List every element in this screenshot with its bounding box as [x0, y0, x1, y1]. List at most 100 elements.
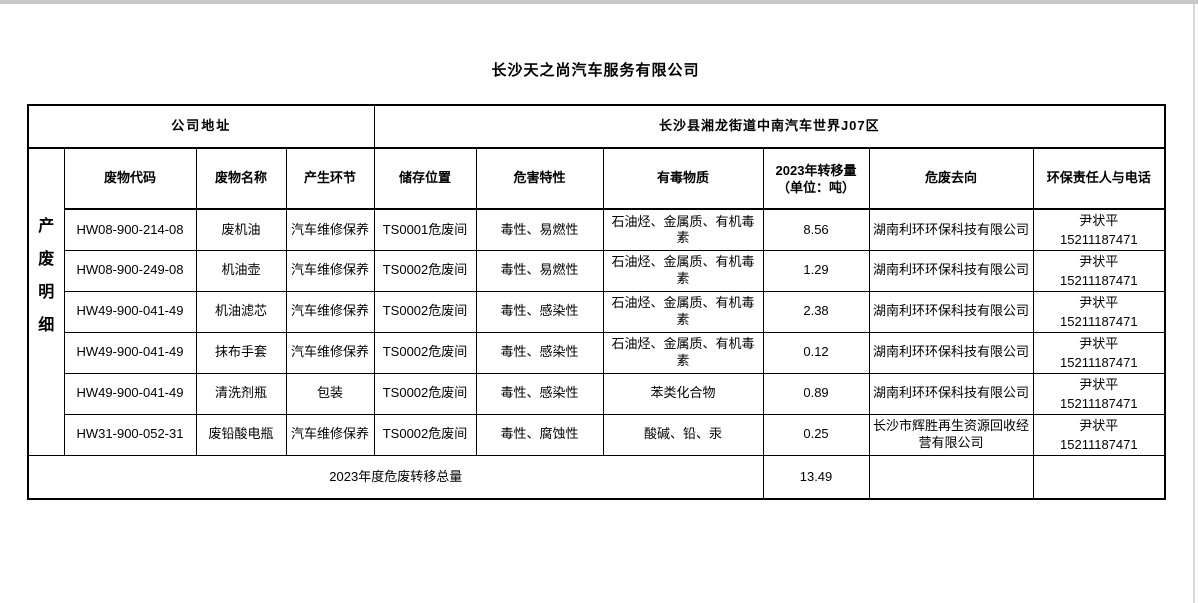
contact-name: 尹状平: [1079, 417, 1119, 433]
col-header-storage: 储存位置: [373, 147, 477, 210]
cell-toxins: 酸碱、铅、汞: [602, 413, 764, 456]
cell-contact: 尹状平 15211187471: [1032, 249, 1166, 292]
cell-storage: TS0002危废间: [373, 413, 477, 456]
cell-amount: 0.89: [762, 372, 870, 415]
cell-toxins: 石油烃、金属质、有机毒素: [602, 290, 764, 333]
total-row: 2023年度危废转移总量 13.49: [27, 454, 1166, 500]
col-header-destination: 危废去向: [868, 147, 1034, 210]
side-label-char: 明: [38, 283, 55, 301]
cell-waste-name: 机油滤芯: [195, 290, 287, 333]
contact-phone: 15211187471: [1060, 395, 1138, 411]
cell-amount: 0.12: [762, 331, 870, 374]
cell-waste-code: HW49-900-041-49: [63, 331, 197, 374]
cell-stage: 汽车维修保养: [285, 208, 375, 251]
cell-storage: TS0001危废间: [373, 208, 477, 251]
side-label-produce-waste-detail: 产 废 明 细: [27, 147, 65, 456]
table-row: HW49-900-041-49 清洗剂瓶 包装 TS0002危废间 毒性、感染性…: [28, 372, 1166, 415]
contact-name: 尹状平: [1079, 335, 1119, 351]
page-right-edge: [1193, 4, 1195, 603]
cell-destination: 湖南利环环保科技有限公司: [868, 331, 1034, 374]
contact-name: 尹状平: [1079, 212, 1119, 228]
contact-phone: 15211187471: [1060, 272, 1138, 288]
col-header-waste-code: 废物代码: [63, 147, 197, 210]
cell-amount: 2.38: [762, 290, 870, 333]
cell-storage: TS0002危废间: [373, 372, 477, 415]
cell-amount: 1.29: [762, 249, 870, 292]
transfer-amount-header-lines: 2023年转移量 （单位：吨）: [766, 162, 867, 196]
table-row: HW49-900-041-49 机油滤芯 汽车维修保养 TS0002危废间 毒性…: [28, 290, 1166, 333]
table-row: HW08-900-214-08 废机油 汽车维修保养 TS0001危废间 毒性、…: [28, 208, 1166, 251]
cell-storage: TS0002危废间: [373, 331, 477, 374]
side-label-char: 细: [38, 316, 55, 334]
company-address-value: 长沙县湘龙街道中南汽车世界J07区: [373, 104, 1166, 149]
cell-contact: 尹状平 15211187471: [1032, 290, 1166, 333]
contact-name: 尹状平: [1079, 294, 1119, 310]
cell-waste-code: HW49-900-041-49: [63, 372, 197, 415]
cell-destination: 湖南利环环保科技有限公司: [868, 208, 1034, 251]
cell-stage: 汽车维修保养: [285, 413, 375, 456]
cell-waste-name: 清洗剂瓶: [195, 372, 287, 415]
cell-stage: 包装: [285, 372, 375, 415]
total-empty-destination: [868, 454, 1034, 500]
side-label-char: 产: [38, 217, 55, 235]
cell-waste-code: HW08-900-249-08: [63, 249, 197, 292]
contact-phone: 15211187471: [1060, 313, 1138, 329]
cell-storage: TS0002危废间: [373, 249, 477, 292]
cell-toxins: 石油烃、金属质、有机毒素: [602, 331, 764, 374]
cell-waste-name: 抹布手套: [195, 331, 287, 374]
cell-hazard: 毒性、易燃性: [475, 249, 604, 292]
side-label-char: 废: [38, 250, 55, 268]
cell-destination: 湖南利环环保科技有限公司: [868, 372, 1034, 415]
cell-amount: 0.25: [762, 413, 870, 456]
cell-waste-code: HW49-900-041-49: [63, 290, 197, 333]
transfer-amount-header-line2: （单位：吨）: [777, 179, 856, 195]
company-address-label: 公司地址: [27, 104, 375, 149]
table-row: HW08-900-249-08 机油壶 汽车维修保养 TS0002危废间 毒性、…: [28, 249, 1166, 292]
total-amount: 13.49: [762, 454, 870, 500]
cell-waste-code: HW31-900-052-31: [63, 413, 197, 456]
col-header-transfer-amount: 2023年转移量 （单位：吨）: [762, 147, 870, 210]
cell-contact: 尹状平 15211187471: [1032, 372, 1166, 415]
cell-waste-name: 废铅酸电瓶: [195, 413, 287, 456]
table-row: HW49-900-041-49 抹布手套 汽车维修保养 TS0002危废间 毒性…: [28, 331, 1166, 374]
contact-name: 尹状平: [1079, 376, 1119, 392]
cell-waste-code: HW08-900-214-08: [63, 208, 197, 251]
cell-contact: 尹状平 15211187471: [1032, 208, 1166, 251]
cell-toxins: 苯类化合物: [602, 372, 764, 415]
cell-destination: 长沙市辉胜再生资源回收经营有限公司: [868, 413, 1034, 456]
cell-contact: 尹状平 15211187471: [1032, 331, 1166, 374]
cell-storage: TS0002危废间: [373, 290, 477, 333]
col-header-stage: 产生环节: [285, 147, 375, 210]
transfer-amount-header-line1: 2023年转移量: [775, 162, 857, 178]
column-header-row: 产 废 明 细 废物代码 废物名称 产生环节 储存位置 危害特性 有毒物质 20…: [27, 147, 1166, 456]
cell-destination: 湖南利环环保科技有限公司: [868, 290, 1034, 333]
hazardous-waste-table: 公司地址 长沙县湘龙街道中南汽车世界J07区 产 废 明 细 废物代码 废物名称…: [27, 104, 1167, 500]
table-row: HW31-900-052-31 废铅酸电瓶 汽车维修保养 TS0002危废间 毒…: [28, 413, 1166, 456]
cell-hazard: 毒性、感染性: [475, 331, 604, 374]
cell-stage: 汽车维修保养: [285, 331, 375, 374]
cell-destination: 湖南利环环保科技有限公司: [868, 249, 1034, 292]
window-top-edge: [0, 0, 1198, 4]
cell-waste-name: 机油壶: [195, 249, 287, 292]
cell-hazard: 毒性、感染性: [475, 290, 604, 333]
document-title: 长沙天之尚汽车服务有限公司: [491, 62, 700, 79]
cell-contact: 尹状平 15211187471: [1032, 413, 1166, 456]
col-header-waste-name: 废物名称: [195, 147, 287, 210]
cell-hazard: 毒性、易燃性: [475, 208, 604, 251]
cell-stage: 汽车维修保养: [285, 290, 375, 333]
cell-hazard: 毒性、感染性: [475, 372, 604, 415]
cell-toxins: 石油烃、金属质、有机毒素: [602, 249, 764, 292]
contact-name: 尹状平: [1079, 253, 1119, 269]
col-header-hazard: 危害特性: [475, 147, 604, 210]
total-label: 2023年度危废转移总量: [27, 454, 764, 500]
cell-toxins: 石油烃、金属质、有机毒素: [602, 208, 764, 251]
cell-hazard: 毒性、腐蚀性: [475, 413, 604, 456]
company-address-row: 公司地址 长沙县湘龙街道中南汽车世界J07区: [27, 104, 1166, 149]
cell-amount: 8.56: [762, 208, 870, 251]
total-empty-contact: [1032, 454, 1166, 500]
cell-waste-name: 废机油: [195, 208, 287, 251]
cell-stage: 汽车维修保养: [285, 249, 375, 292]
contact-phone: 15211187471: [1060, 354, 1138, 370]
col-header-contact: 环保责任人与电话: [1032, 147, 1166, 210]
side-label-stack: 产 废 明 细: [31, 210, 62, 342]
